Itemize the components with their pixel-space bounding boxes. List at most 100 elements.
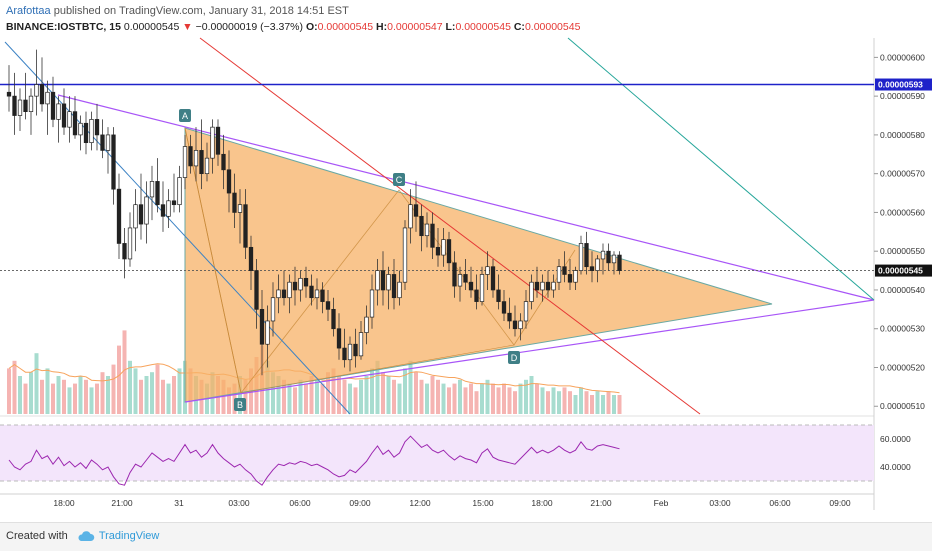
candle-up: [177, 177, 182, 206]
author-link[interactable]: Arafottaa: [6, 5, 51, 17]
volume-bar: [287, 383, 292, 414]
candle-up: [369, 289, 375, 318]
candle-up: [270, 297, 276, 322]
volume-bar: [177, 368, 182, 414]
candle-down: [94, 119, 100, 136]
x-tick-label: 18:00: [531, 498, 553, 508]
volume-bar: [469, 383, 473, 414]
candle-down: [155, 181, 160, 206]
volume-bar: [133, 368, 138, 414]
volume-bar: [375, 360, 380, 414]
volume-bar: [546, 391, 550, 414]
candle-down: [50, 91, 56, 120]
candle-down: [215, 126, 221, 155]
low-value: 0.00000545: [455, 21, 511, 33]
upper-trendline: [57, 94, 875, 301]
volume-bar: [84, 379, 88, 414]
candle-down: [254, 270, 259, 310]
volume-bar: [40, 379, 44, 414]
candle-up: [144, 196, 149, 225]
candle-up: [182, 146, 188, 178]
candle-up: [237, 204, 243, 213]
candle-down: [474, 289, 479, 302]
footer-bar: Created with TradingView: [0, 522, 932, 551]
candle-up: [56, 103, 61, 120]
volume-bar: [18, 376, 22, 414]
candle-up: [441, 239, 446, 256]
candle-up: [364, 316, 369, 333]
volume-bar: [298, 379, 303, 414]
candle-up: [578, 243, 584, 271]
pattern-point-label: B: [237, 400, 243, 410]
y-tick-label: 0.00000540: [880, 285, 925, 295]
candle-up: [600, 250, 606, 260]
volume-bar: [320, 383, 325, 414]
candle-up: [386, 274, 391, 291]
candle-down: [501, 301, 507, 314]
candle-up: [34, 84, 39, 97]
y-tick-label: 0.00000600: [880, 52, 925, 62]
volume-bar: [485, 379, 490, 414]
volume-bar: [166, 383, 171, 414]
candle-down: [446, 239, 452, 264]
candle-down: [281, 289, 287, 299]
volume-bar: [73, 383, 77, 414]
x-tick-label: 09:00: [349, 498, 371, 508]
candle-up: [424, 223, 430, 237]
volume-bar: [34, 353, 39, 414]
candle-up: [276, 289, 281, 299]
candle-up: [573, 270, 578, 283]
candle-up: [529, 281, 534, 302]
volume-bar: [502, 383, 506, 414]
rsi-tick-label: 40.0000: [880, 462, 911, 472]
candle-up: [551, 281, 556, 291]
candle-down: [325, 301, 331, 310]
volume-bar: [436, 379, 440, 414]
candle-up: [45, 91, 50, 105]
candle-down: [617, 254, 622, 271]
candle-down: [320, 289, 325, 302]
volume-bar: [397, 383, 402, 414]
candle-up: [210, 126, 215, 159]
publish-info: Arafottaa published on TradingView.com, …: [6, 5, 349, 17]
volume-bar: [447, 387, 451, 414]
volume-bar: [29, 372, 33, 414]
volume-bar: [117, 345, 121, 414]
tradingview-cloud-icon[interactable]: [77, 530, 95, 542]
open-value: 0.00000545: [317, 21, 374, 33]
candle-up: [518, 320, 523, 330]
volume-bar: [491, 383, 495, 414]
candle-down: [243, 204, 248, 248]
candle-up: [397, 281, 402, 299]
pattern-point-marker: [508, 351, 520, 364]
last-price: 0.00000545: [123, 21, 180, 33]
candle-up: [17, 99, 23, 116]
candle-down: [138, 204, 144, 225]
y-tick-label: 0.00000550: [880, 246, 925, 256]
candle-down: [419, 215, 424, 237]
volume-bar: [78, 376, 83, 414]
volume-bar: [463, 387, 468, 414]
triangle-pattern: [184, 127, 773, 403]
change-value: −0.00000019 (−3.37%): [195, 21, 304, 33]
volume-bar: [309, 376, 314, 414]
tradingview-brand-link[interactable]: TradingView: [98, 530, 160, 542]
candle-down: [116, 188, 122, 244]
candle-up: [133, 204, 138, 229]
candle-down: [567, 274, 573, 283]
candle-up: [408, 204, 413, 229]
chart-canvas[interactable]: 0.00000510 0.00000520 0.00000530 0.00000540…: [0, 0, 932, 522]
red-diagonal: [199, 37, 701, 415]
lower-trendline: [184, 299, 875, 403]
candle-down: [23, 99, 28, 112]
symbol-label[interactable]: BINANCE:IOSTBTC, 15: [6, 21, 121, 33]
volume-bar: [513, 391, 517, 414]
volume-bar: [370, 368, 374, 414]
candle-down: [562, 266, 567, 275]
x-tick-label: 03:00: [228, 498, 250, 508]
candle-down: [507, 312, 512, 322]
volume-bar: [364, 376, 369, 414]
candle-down: [188, 146, 193, 167]
candle-up: [78, 122, 83, 136]
candle-up: [485, 266, 490, 275]
